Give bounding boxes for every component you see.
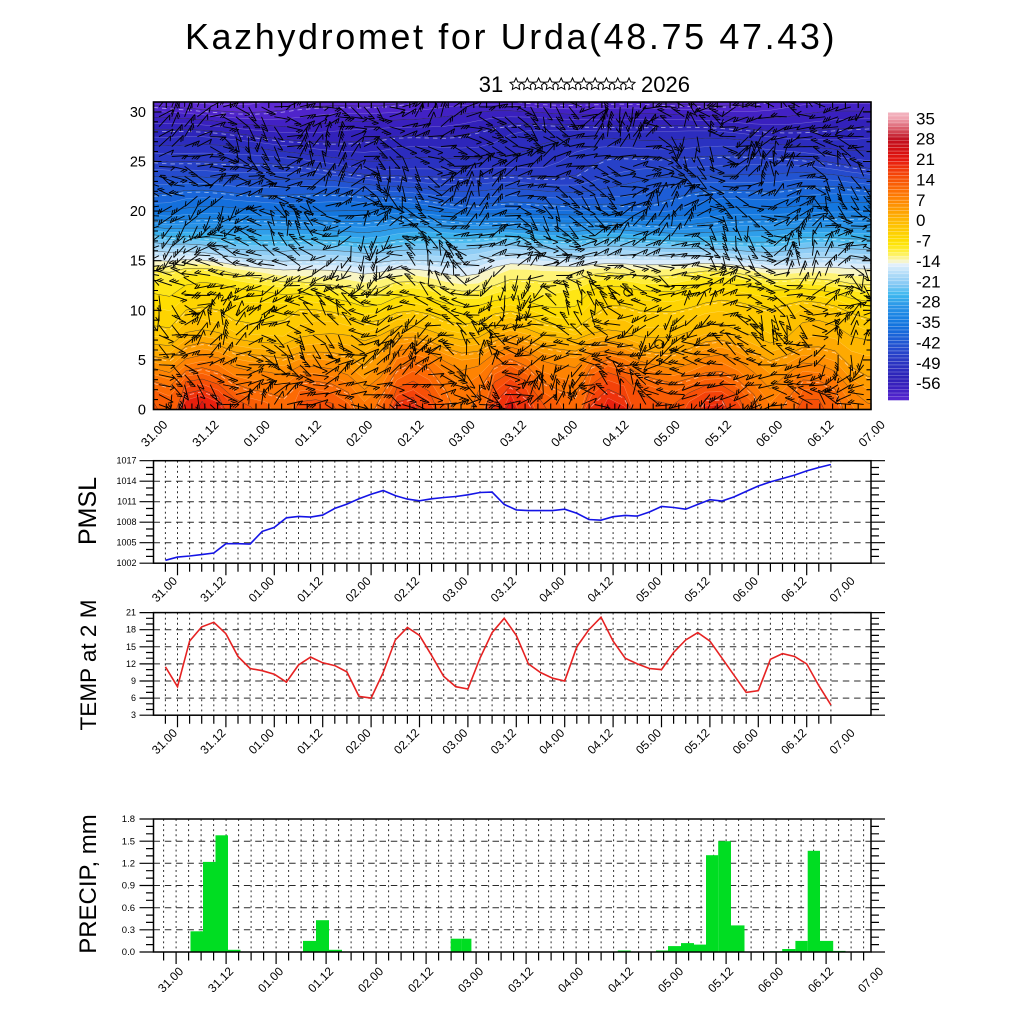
- svg-text:PMSL: PMSL: [74, 477, 102, 545]
- svg-text:0: 0: [916, 211, 925, 230]
- svg-text:15: 15: [130, 254, 146, 270]
- svg-text:1005: 1005: [116, 538, 136, 548]
- svg-text:28: 28: [916, 130, 935, 149]
- svg-text:7: 7: [916, 191, 925, 210]
- svg-text:35: 35: [916, 109, 935, 128]
- svg-text:0.0: 0.0: [122, 947, 135, 958]
- svg-text:1014: 1014: [116, 476, 136, 486]
- svg-text:10: 10: [130, 303, 146, 319]
- svg-text:20: 20: [130, 204, 146, 220]
- svg-text:PRECIP, mm: PRECIP, mm: [75, 814, 102, 954]
- svg-text:9: 9: [131, 676, 136, 686]
- svg-text:-42: -42: [916, 333, 941, 352]
- svg-text:1002: 1002: [116, 558, 136, 568]
- svg-text:0.9: 0.9: [122, 881, 135, 892]
- svg-text:1008: 1008: [116, 517, 136, 527]
- svg-text:1.5: 1.5: [122, 836, 135, 847]
- svg-text:-49: -49: [916, 354, 941, 373]
- svg-text:1.8: 1.8: [122, 814, 135, 825]
- svg-text:31: 31: [479, 72, 503, 97]
- svg-text:0: 0: [138, 403, 146, 419]
- svg-text:3: 3: [131, 710, 136, 720]
- svg-text:0.6: 0.6: [122, 903, 135, 914]
- svg-text:21: 21: [126, 608, 136, 618]
- svg-text:Kazhydromet for Urda(48.75 47.: Kazhydromet for Urda(48.75 47.43): [185, 16, 837, 57]
- svg-text:30: 30: [130, 105, 146, 121]
- svg-text:-56: -56: [916, 374, 941, 393]
- svg-text:5: 5: [138, 353, 146, 369]
- svg-text:-28: -28: [916, 293, 941, 312]
- svg-text:0.3: 0.3: [122, 925, 135, 936]
- svg-text:2026: 2026: [641, 72, 690, 97]
- svg-text:18: 18: [126, 625, 136, 635]
- svg-text:14: 14: [916, 170, 935, 189]
- svg-text:-35: -35: [916, 313, 941, 332]
- svg-text:-7: -7: [916, 232, 931, 251]
- svg-text:TEMP at 2 M: TEMP at 2 M: [76, 600, 101, 731]
- svg-text:1017: 1017: [116, 456, 136, 466]
- svg-text:-21: -21: [916, 272, 941, 291]
- svg-text:1011: 1011: [117, 497, 136, 507]
- svg-text:-14: -14: [916, 252, 941, 271]
- svg-text:15: 15: [126, 642, 136, 652]
- svg-text:21: 21: [916, 150, 935, 169]
- svg-text:1.2: 1.2: [122, 859, 135, 870]
- svg-text:12: 12: [126, 659, 136, 669]
- svg-text:25: 25: [130, 155, 146, 171]
- svg-text:6: 6: [131, 693, 136, 703]
